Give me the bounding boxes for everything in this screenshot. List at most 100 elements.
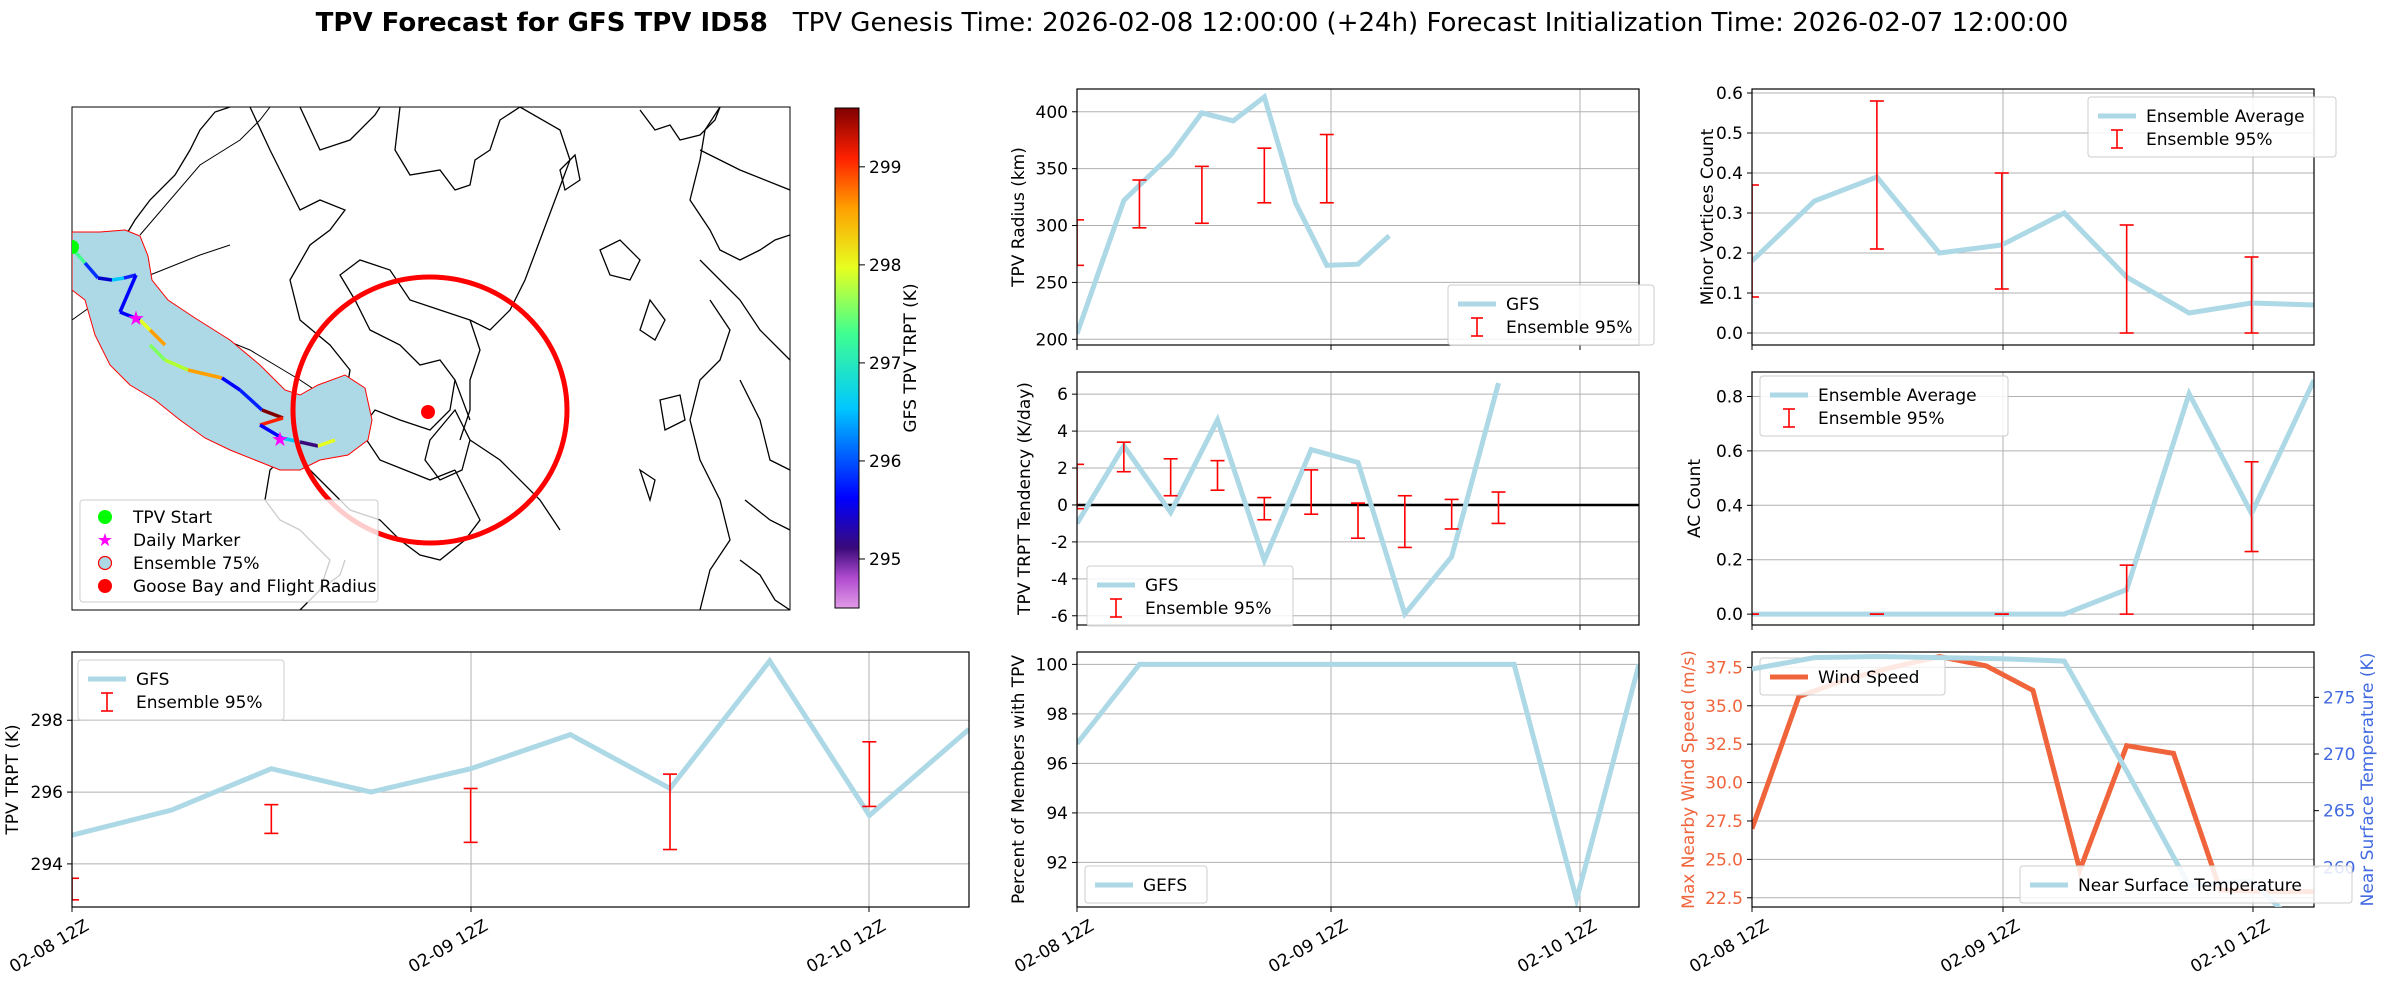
y-tick-label: 30.0 — [1705, 774, 1743, 794]
legend-label: Wind Speed — [1818, 668, 1919, 688]
plot-content — [1077, 92, 1391, 335]
legend-label: Ensemble Average — [2146, 107, 2305, 127]
y-tick-label: -6 — [1051, 607, 1068, 627]
series-line-gfs — [1077, 382, 1501, 620]
y-tick-label: 98 — [1046, 705, 1068, 725]
y-axis-label: TPV TRPT Tendency (K/day) — [1015, 382, 1035, 616]
flight-radius-circle — [290, 274, 570, 546]
legend-ensemble-icon — [97, 555, 113, 571]
chart-radius: 200 250 300 350 400 TPV Radius (km) GFS Ensembl… — [1009, 88, 1655, 350]
plot-content — [1752, 379, 2314, 617]
x-tick-label: 02-08 12Z — [1011, 916, 1097, 977]
y-tick-label: 250 — [1036, 273, 1068, 293]
axes-frame — [1751, 88, 2315, 346]
x-ticks — [1076, 625, 1581, 630]
y-tick-label-right: 270 — [2323, 745, 2355, 765]
legend-box — [2019, 865, 2353, 904]
y-tick-label: 0.6 — [1716, 442, 1743, 462]
legend-temp: Near Surface Temperature — [2019, 865, 2353, 904]
x-ticks — [1751, 625, 2254, 630]
legend-label: Ensemble 95% — [2146, 130, 2273, 150]
colorbar-tick-label: 295 — [869, 550, 901, 570]
y-tick-label: 0.0 — [1716, 605, 1743, 625]
chart-minor: 0.0 0.1 0.2 0.3 0.4 0.5 0.6 Minor Vortices Coun… — [1698, 84, 2337, 350]
y-tick-label: 0.4 — [1716, 496, 1743, 516]
y-axis-label: TPV TRPT (K) — [3, 724, 23, 835]
legend-label: GFS — [1506, 295, 1539, 315]
title-rest: TPV Genesis Time: 2026-02-08 12:00:00 (+… — [792, 8, 2069, 38]
x-tick-label: 02-09 12Z — [1265, 916, 1351, 977]
x-tick-label: 02-09 12Z — [405, 916, 491, 977]
legend-daily-marker: Daily Marker — [133, 531, 240, 551]
y-tick-label: 94 — [1046, 804, 1068, 824]
x-ticks: 02-08 12Z 02-09 12Z 02-10 12Z — [6, 907, 890, 977]
legend-label: GFS — [136, 670, 169, 690]
chart-wind: 22.5 25.0 27.5 30.0 32.5 35.0 37.5 Max Nearby W… — [1679, 650, 2315, 977]
ensemble-75-envelope — [72, 229, 373, 471]
y-tick-label: 25.0 — [1705, 850, 1743, 870]
chart-members: 92 94 96 98 100 Percent of Members with TPV 02… — [1009, 651, 1640, 977]
axes-frame — [1751, 651, 2315, 908]
colorbar-tick-label: 298 — [869, 256, 901, 276]
axes-frame — [1076, 651, 1640, 908]
y-tick-label: 400 — [1036, 103, 1068, 123]
x-ticks: 02-08 12Z 02-09 12Z 02-10 12Z — [1686, 907, 2274, 977]
colorbar-gradient — [834, 107, 860, 609]
coastlines — [72, 107, 790, 610]
y-tick-label: 0.4 — [1716, 164, 1743, 184]
y-tick-label: 0.2 — [1716, 244, 1743, 264]
y-tick-label: 0.1 — [1716, 284, 1743, 304]
y-tick-label: 0.6 — [1716, 84, 1743, 104]
y-tick-label: 300 — [1036, 217, 1068, 237]
axes-frame — [71, 651, 970, 908]
legend-goose-bay-icon — [98, 579, 112, 593]
legend-radius: GFS Ensemble 95% — [1447, 284, 1655, 346]
y-tick-label: 298 — [31, 711, 63, 731]
legend-label: Ensemble Average — [1818, 386, 1977, 406]
legend-label: GEFS — [1143, 876, 1187, 896]
y-tick-label: 4 — [1057, 422, 1068, 442]
map-panel: ★ ★ TPV Start ★ Daily Marker Ensemble 75… — [71, 106, 921, 611]
colorbar-tick-label: 297 — [869, 354, 901, 374]
y-tick-label: 0.2 — [1716, 551, 1743, 571]
plot-content — [1077, 661, 1639, 907]
daily-marker-1: ★ — [127, 306, 145, 330]
x-ticks — [1751, 345, 2254, 350]
colorbar-tick-label: 299 — [869, 158, 901, 178]
legend-ac: Ensemble Average Ensemble 95% — [1759, 375, 2009, 437]
plot-content — [1077, 382, 1639, 620]
plot-content — [72, 656, 969, 901]
y-tick-label: 6 — [1057, 385, 1068, 405]
legend-tendency: GFS Ensemble 95% — [1086, 565, 1294, 627]
legend-label: Ensemble 95% — [136, 693, 263, 713]
x-ticks: 02-08 12Z 02-09 12Z 02-10 12Z — [1011, 907, 1601, 977]
legend-box — [1759, 375, 2009, 437]
legend-start-icon — [98, 510, 112, 524]
legend-label: Ensemble 95% — [1506, 318, 1633, 338]
legend-members: GEFS — [1084, 865, 1208, 904]
series-line-gfs — [72, 656, 969, 838]
x-tick-label: 02-09 12Z — [1937, 916, 2023, 977]
y-tick-label: 100 — [1036, 655, 1068, 675]
chart-temp: 260265270275Near Surface Temperature (K)… — [1752, 653, 2378, 907]
x-tick-label: 02-10 12Z — [803, 916, 889, 977]
y-axis-label: Max Nearby Wind Speed (m/s) — [1679, 650, 1699, 909]
legend-label: Ensemble 95% — [1145, 599, 1272, 619]
gfs-track — [72, 246, 336, 448]
y-tick-label: 0.0 — [1716, 324, 1743, 344]
legend-box — [1084, 865, 1208, 904]
axes-frame — [1076, 88, 1640, 346]
y-axis-label: TPV Radius (km) — [1009, 147, 1029, 288]
y-tick-label: 0 — [1057, 496, 1068, 516]
y-tick-label: 350 — [1036, 160, 1068, 180]
figure-title: TPV Forecast for GFS TPV ID58 TPV Genesi… — [316, 8, 2069, 38]
y-tick-label: 200 — [1036, 330, 1068, 350]
legend-minor: Ensemble Average Ensemble 95% — [2087, 96, 2337, 158]
y-tick-label-right: 275 — [2323, 688, 2355, 708]
goose-bay-marker — [421, 405, 435, 419]
y-axis-label: Minor Vortices Count — [1698, 128, 1718, 305]
legend-goose-bay: Goose Bay and Flight Radius — [133, 577, 377, 597]
legend-tpv-start: TPV Start — [132, 508, 213, 528]
